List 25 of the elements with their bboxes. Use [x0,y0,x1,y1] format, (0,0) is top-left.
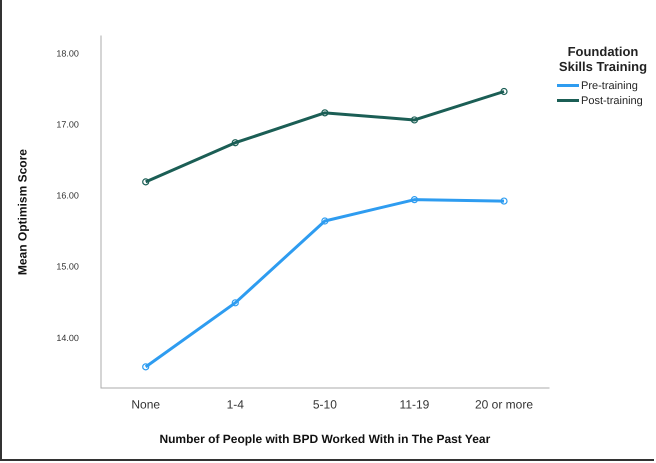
x-tick-label: 1-4 [226,398,244,412]
point [410,196,418,204]
legend-title: Foundation Skills Training [558,44,648,74]
point [500,197,508,205]
y-tick-label: 14.00 [56,332,79,343]
legend-label: Pre-training [581,80,638,92]
point [232,139,239,146]
x-axis-title: Number of People with BPD Worked With in The Past Year [159,432,491,446]
x-tick-label: 5-10 [312,398,338,412]
y-axis-title: Mean Optimism Score [16,148,30,276]
x-tick-label: None [131,398,160,412]
point [232,299,239,306]
legend-label: Post-training [581,94,643,106]
point [142,363,150,370]
x-tick-label: 11-19 [400,398,430,412]
point [500,88,508,96]
y-tick-label: 16.00 [56,190,79,201]
x-tick-label: 20 or more [474,398,534,412]
y-tick-label: 18.00 [56,48,79,58]
y-tick-label: 17.00 [56,119,79,130]
y-tick-label: 15.00 [56,262,79,272]
point [410,116,418,124]
point [142,178,150,186]
point [321,109,328,116]
point [321,217,328,225]
